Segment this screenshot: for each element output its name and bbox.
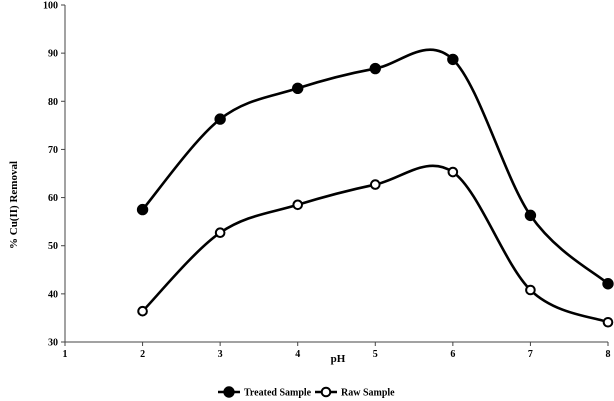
data-point — [369, 179, 381, 190]
data-point — [214, 113, 226, 125]
y-tick-label: 100 — [43, 1, 58, 12]
x-tick-label: 1 — [63, 349, 68, 360]
data-point — [447, 166, 459, 178]
legend-marker — [320, 386, 332, 398]
legend-label: Treated Sample — [244, 388, 312, 399]
data-point — [602, 278, 614, 290]
data-point — [292, 199, 304, 211]
legend-label: Raw Sample — [341, 388, 395, 399]
legend: Treated Sample Raw Sample — [218, 386, 395, 399]
y-tick-label: 70 — [48, 145, 58, 156]
y-tick-label: 90 — [48, 49, 58, 60]
data-point — [292, 82, 304, 94]
data-point — [136, 203, 149, 216]
x-tick-label: 4 — [295, 349, 300, 360]
data-point — [369, 62, 381, 75]
legend-item: Raw Sample — [315, 386, 395, 399]
series-2 — [137, 164, 614, 328]
y-tick-label: 30 — [48, 338, 58, 349]
y-axis-title: % Cu(II) Removal — [8, 161, 20, 249]
y-tick-label: 50 — [48, 241, 58, 252]
data-point — [524, 209, 537, 222]
legend-item: Treated Sample — [218, 386, 312, 399]
data-point — [525, 284, 536, 296]
y-tick-label: 60 — [48, 193, 58, 204]
x-tick-label: 3 — [218, 349, 223, 360]
x-axis: 1 2 3 4 5 6 7 8 — [63, 341, 611, 360]
x-tick-label: 2 — [140, 349, 145, 360]
data-point — [447, 53, 459, 66]
data-point — [137, 305, 148, 317]
series-line — [141, 48, 609, 285]
x-tick-label: 5 — [373, 349, 378, 360]
y-axis: 30 40 50 60 70 80 90 100 — [43, 1, 66, 349]
x-tick-label: 8 — [606, 349, 611, 360]
data-point — [214, 227, 226, 239]
x-tick-label: 7 — [528, 349, 533, 360]
data-point — [602, 316, 614, 328]
series-1 — [136, 48, 614, 290]
legend-marker — [223, 386, 235, 398]
series-layer — [136, 48, 614, 328]
y-tick-label: 40 — [48, 289, 58, 300]
y-tick-label: 80 — [48, 97, 58, 108]
x-tick-label: 6 — [450, 349, 455, 360]
x-axis-title: pH — [331, 353, 346, 365]
